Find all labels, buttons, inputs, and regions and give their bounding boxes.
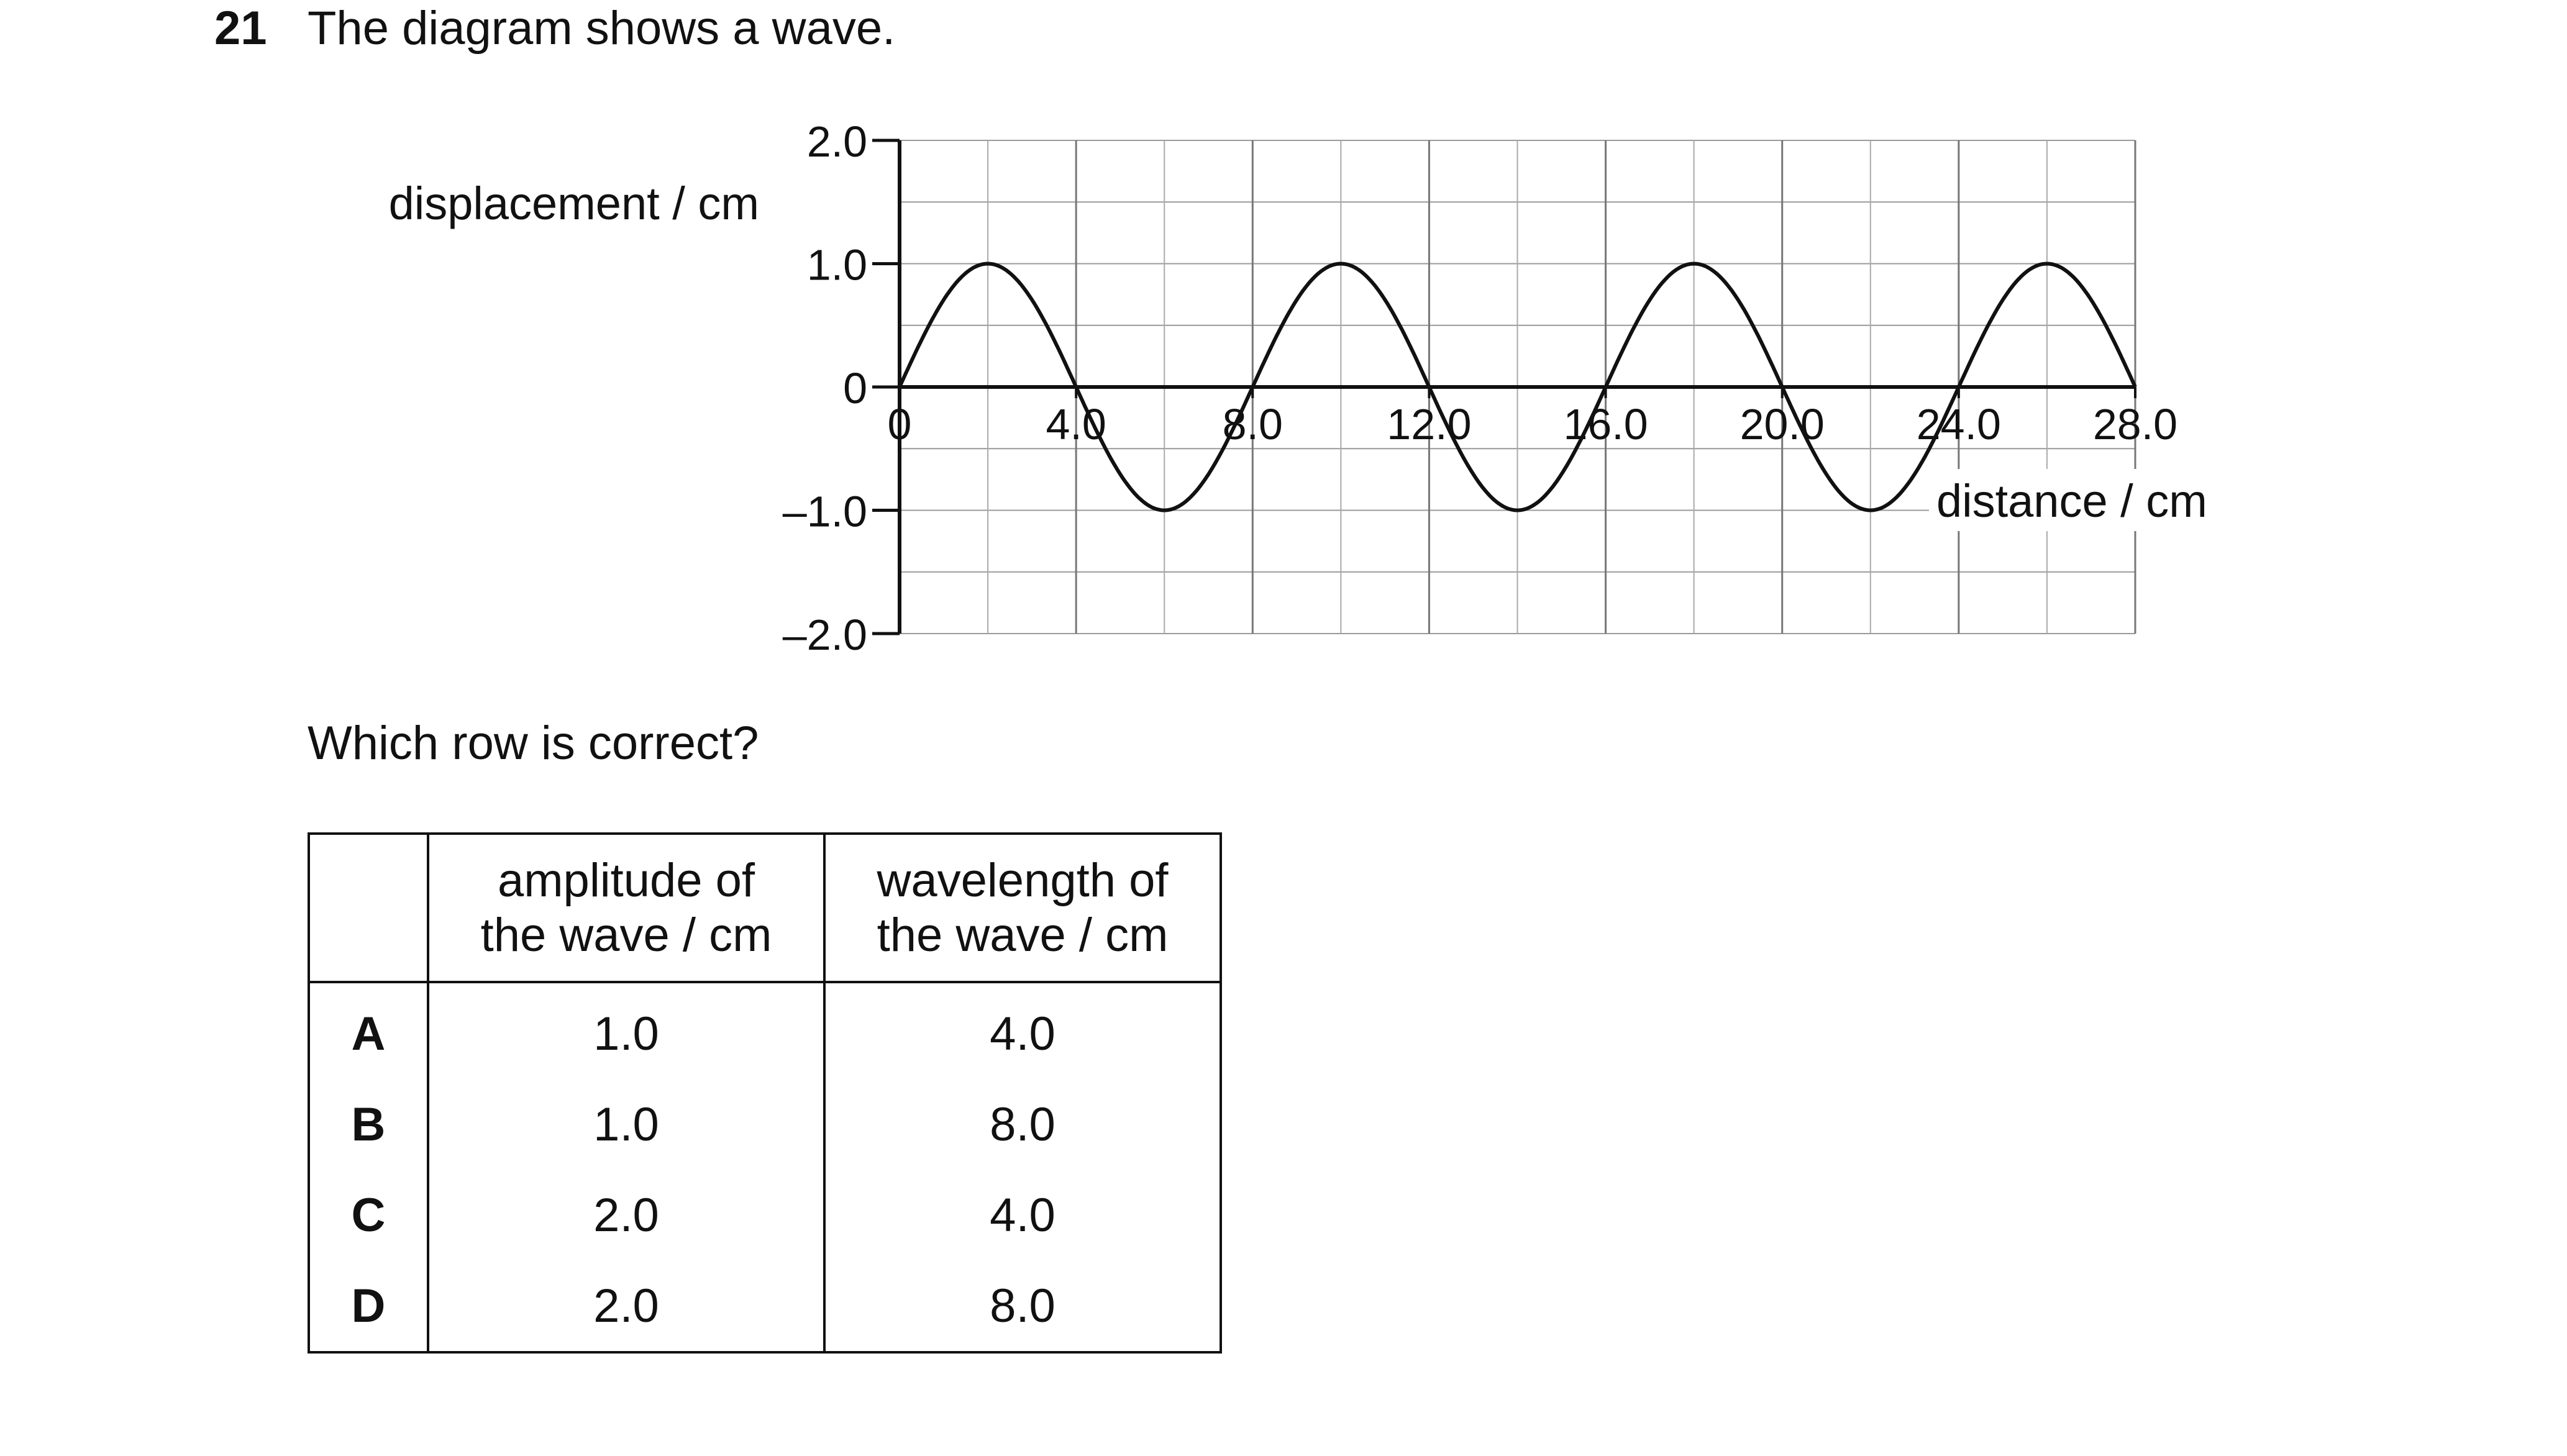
row-key[interactable]: A xyxy=(308,982,429,1079)
table-row[interactable]: A 1.0 4.0 xyxy=(308,982,1222,1079)
row-key[interactable]: B xyxy=(308,1079,429,1170)
question-prompt: Which row is correct? xyxy=(308,717,759,770)
row-wavelength: 8.0 xyxy=(823,1260,1222,1354)
row-wavelength: 4.0 xyxy=(823,982,1222,1079)
chart-ticks: 2.0 1.0 0 –1.0 –2.0 0 4.0 8.0 12.0 16.0 20.0 24.0 28… xyxy=(783,117,2177,659)
x-tick-label: 0 xyxy=(888,400,912,448)
y-tick-label: 0 xyxy=(843,364,867,412)
y-tick-label: –2.0 xyxy=(783,611,867,659)
question-number: 21 xyxy=(214,2,267,55)
row-wavelength: 8.0 xyxy=(823,1079,1222,1170)
table-row[interactable]: D 2.0 8.0 xyxy=(308,1260,1222,1354)
x-tick-label: 16.0 xyxy=(1563,400,1648,448)
x-tick-label: 8.0 xyxy=(1223,400,1283,448)
header-amplitude-line1: amplitude of xyxy=(497,854,755,908)
row-amplitude: 1.0 xyxy=(427,982,826,1079)
header-wavelength-line2: the wave / cm xyxy=(877,908,1169,962)
y-tick-label: 1.0 xyxy=(807,241,867,289)
header-wavelength: wavelength of the wave / cm xyxy=(823,832,1222,983)
x-tick-label: 20.0 xyxy=(1740,400,1825,448)
chart-labels: displacement / cm distance / cm xyxy=(389,178,2215,531)
row-wavelength: 4.0 xyxy=(823,1170,1222,1260)
header-amplitude: amplitude of the wave / cm xyxy=(427,832,826,983)
table-row[interactable]: B 1.0 8.0 xyxy=(308,1079,1222,1170)
x-tick-label: 4.0 xyxy=(1046,400,1106,448)
row-amplitude: 2.0 xyxy=(427,1260,826,1354)
chart-curve xyxy=(898,262,2137,512)
table-row[interactable]: C 2.0 4.0 xyxy=(308,1170,1222,1260)
row-amplitude: 2.0 xyxy=(427,1170,826,1260)
header-amplitude-line2: the wave / cm xyxy=(480,908,772,962)
x-tick-label: 24.0 xyxy=(1917,400,2001,448)
y-tick-label: 2.0 xyxy=(807,117,867,166)
answer-table: amplitude of the wave / cm wavelength of… xyxy=(308,832,1222,1354)
row-key[interactable]: D xyxy=(308,1260,429,1354)
x-tick-label: 28.0 xyxy=(2093,400,2177,448)
x-axis-label-background xyxy=(1929,469,2215,531)
y-axis-label: displacement / cm xyxy=(389,178,759,229)
x-axis-label: distance / cm xyxy=(1936,475,2207,527)
row-key[interactable]: C xyxy=(308,1170,429,1260)
wave-chart: 2.0 1.0 0 –1.0 –2.0 0 4.0 8.0 12.0 16.0 20.0 24.0 28… xyxy=(389,117,2215,659)
wave-curve xyxy=(898,262,2137,512)
y-tick-label: –1.0 xyxy=(783,488,867,536)
question-text: The diagram shows a wave. xyxy=(308,2,896,55)
header-key xyxy=(308,832,429,983)
table-header-row: amplitude of the wave / cm wavelength of… xyxy=(308,832,1222,983)
row-amplitude: 1.0 xyxy=(427,1079,826,1170)
x-tick-label: 12.0 xyxy=(1387,400,1471,448)
header-wavelength-line1: wavelength of xyxy=(877,854,1169,908)
